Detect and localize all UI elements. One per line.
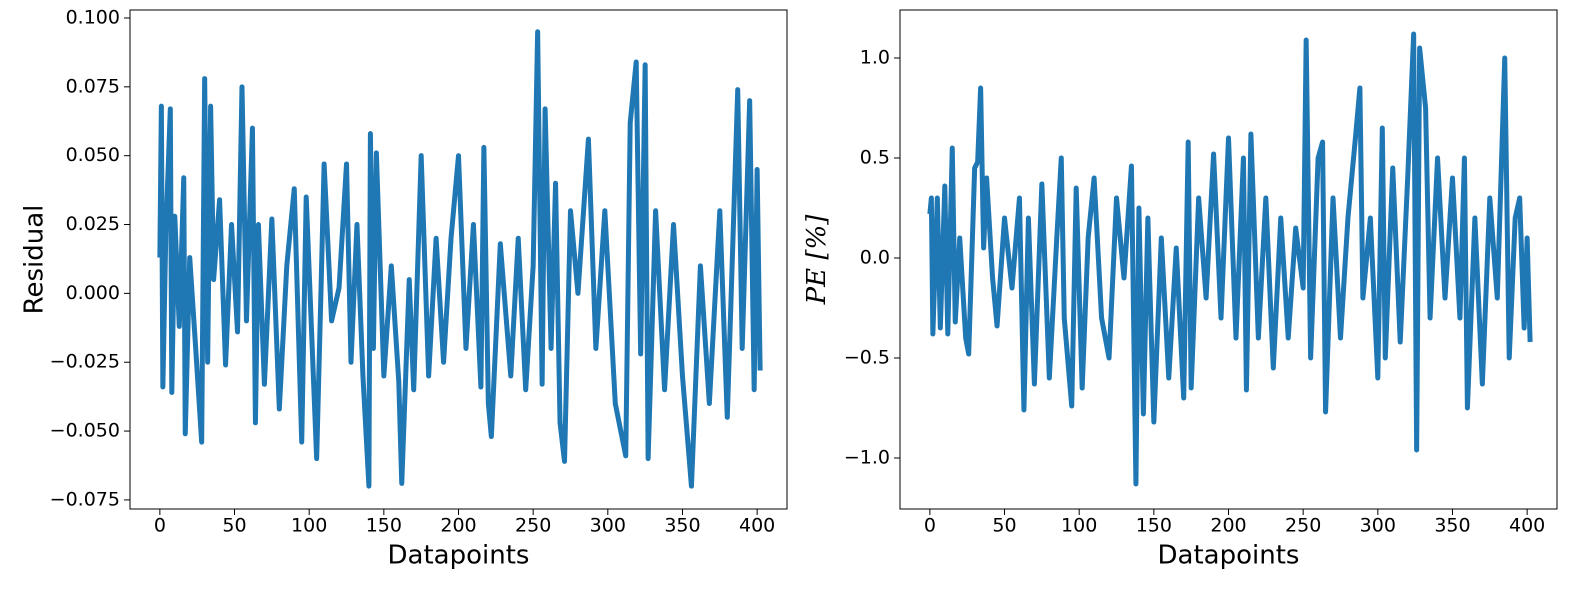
y-tick-label: 0.050 bbox=[66, 144, 120, 166]
x-tick-label: 100 bbox=[1061, 515, 1097, 537]
x-tick-label: 200 bbox=[1210, 515, 1246, 537]
x-tick-label: 350 bbox=[1434, 515, 1470, 537]
y-tick-label: 0.075 bbox=[66, 75, 120, 97]
y-axis-label: PE [%] bbox=[802, 214, 832, 306]
y-tick-label: −0.025 bbox=[50, 351, 120, 373]
y-tick-label: −1.0 bbox=[844, 447, 890, 469]
y-tick-label: 0.5 bbox=[860, 147, 890, 169]
plot-area bbox=[157, 29, 763, 489]
x-tick-label: 300 bbox=[1360, 515, 1396, 537]
x-tick-label: 400 bbox=[739, 515, 775, 537]
x-tick-label: 350 bbox=[664, 515, 700, 537]
y-tick-label: 0.025 bbox=[66, 213, 120, 235]
x-tick-label: 150 bbox=[366, 515, 402, 537]
x-tick-label: 250 bbox=[1285, 515, 1321, 537]
x-axis-label: Datapoints bbox=[1158, 541, 1300, 571]
x-tick-label: 250 bbox=[515, 515, 551, 537]
y-tick-label: −0.075 bbox=[50, 488, 120, 510]
x-tick-label: 0 bbox=[924, 515, 936, 537]
x-tick-label: 0 bbox=[154, 515, 166, 537]
x-tick-label: 100 bbox=[291, 515, 327, 537]
y-tick-label: 1.0 bbox=[860, 47, 890, 69]
x-tick-label: 200 bbox=[440, 515, 476, 537]
x-tick-label: 50 bbox=[222, 515, 246, 537]
y-tick-label: −0.050 bbox=[50, 420, 120, 442]
y-tick-label: 0.000 bbox=[66, 282, 120, 304]
y-axis-label: Residual bbox=[20, 205, 50, 315]
plot-area bbox=[927, 31, 1533, 487]
chart: 0 50 100 150 200 250 300 350 400 −1.0 −0.5 0.0 0.5 1.… bbox=[802, 9, 1558, 571]
chart: 0 50 100 150 200 250 300 350 400 −0.075 −0.050 −0.0… bbox=[20, 6, 788, 571]
x-tick-label: 300 bbox=[590, 515, 626, 537]
data-line bbox=[157, 29, 763, 489]
x-axis-label: Datapoints bbox=[388, 541, 530, 571]
x-tick-label: 400 bbox=[1509, 515, 1545, 537]
x-tick-label: 150 bbox=[1136, 515, 1172, 537]
y-tick-label: 0.100 bbox=[66, 6, 120, 28]
data-line bbox=[927, 31, 1533, 487]
y-tick-label: 0.0 bbox=[860, 247, 890, 269]
y-tick-label: −0.5 bbox=[844, 347, 890, 369]
x-tick-label: 50 bbox=[992, 515, 1016, 537]
